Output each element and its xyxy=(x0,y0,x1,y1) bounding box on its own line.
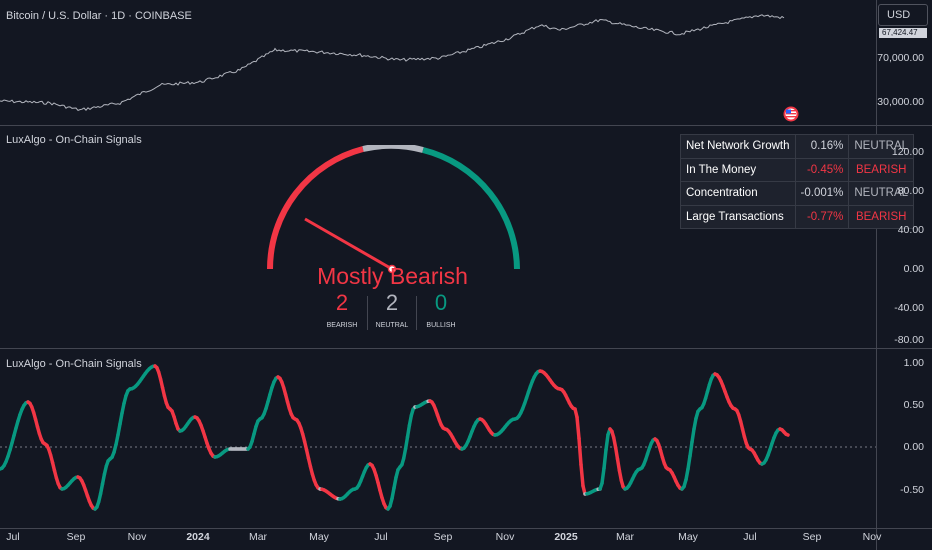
us-flag-icon[interactable] xyxy=(783,106,799,122)
price-axis-label: 30,000.00 xyxy=(877,96,924,108)
oscillator-segment xyxy=(116,422,122,437)
last-price-badge: 67,424.47 xyxy=(879,28,927,38)
oscillator-segment xyxy=(405,423,412,439)
oscillator-segment xyxy=(579,462,585,488)
signal-status: BEARISH xyxy=(848,157,915,182)
signal-status: BEARISH xyxy=(848,204,915,229)
gauge-axis-label: -40.00 xyxy=(894,302,924,314)
signal-name: In The Money xyxy=(680,157,796,182)
oscillator-segment xyxy=(690,427,696,444)
osc-axis-label: 1.00 xyxy=(903,357,924,369)
signal-value: -0.001% xyxy=(794,181,850,206)
signals-table: Net Network Growth 0.16% NEUTRAL In The … xyxy=(680,134,915,229)
oscillator-segment xyxy=(602,447,608,471)
oscillator-title[interactable]: LuxAlgo - On-Chain Signals xyxy=(6,358,142,370)
time-axis-border xyxy=(0,528,932,529)
gauge-axis-label: 0.00 xyxy=(903,263,924,275)
oscillator-segment xyxy=(118,411,124,426)
oscillator-segment xyxy=(615,457,622,473)
oscillator-segment xyxy=(692,416,698,431)
oscillator-segment xyxy=(390,486,396,501)
bearish-count-label: BEARISH xyxy=(326,322,358,329)
gauge-axis-label: 40.00 xyxy=(897,224,924,236)
bearish-count: 2 xyxy=(335,290,349,315)
signal-value: 0.16% xyxy=(794,134,850,159)
gauge-axis-label: -80.00 xyxy=(894,334,924,346)
signal-name: Large Transactions xyxy=(680,204,796,229)
osc-axis-label: 0.00 xyxy=(903,441,924,453)
bullish-count: 0 xyxy=(434,290,448,315)
price-axis-label: 70,000.00 xyxy=(877,52,924,64)
oscillator-segment xyxy=(613,445,620,461)
oscillator-segment xyxy=(604,432,610,452)
oscillator-segment xyxy=(600,466,606,486)
price-line xyxy=(0,14,785,111)
symbol-title[interactable]: Bitcoin / U.S. Dollar · 1D · COINBASE xyxy=(6,10,192,22)
time-axis-label: Jul xyxy=(743,531,757,543)
time-axis-label: Sep xyxy=(802,531,822,543)
time-axis-label: 2025 xyxy=(554,531,578,543)
oscillator-segment xyxy=(784,432,790,437)
time-axis-label: May xyxy=(309,531,329,543)
oscillator-segment xyxy=(688,440,694,458)
table-row: Net Network Growth 0.16% NEUTRAL xyxy=(680,134,915,159)
gauge-bearish-arc xyxy=(267,146,364,270)
neutral-count: 2 xyxy=(385,290,399,315)
indicator-title[interactable]: LuxAlgo - On-Chain Signals xyxy=(6,134,142,146)
time-axis-label: 2024 xyxy=(186,531,210,543)
oscillator-line xyxy=(0,364,790,511)
time-axis-label: Jul xyxy=(6,531,20,543)
time-axis-label: May xyxy=(678,531,698,543)
currency-button[interactable]: USD xyxy=(878,4,928,26)
osc-axis-label: 0.50 xyxy=(903,399,924,411)
oscillator-segment xyxy=(403,435,410,451)
price-scale-border xyxy=(876,0,877,550)
time-axis-label: Sep xyxy=(66,531,86,543)
signal-name: Net Network Growth xyxy=(680,134,796,159)
pane-divider-1[interactable] xyxy=(0,125,932,126)
time-axis-label: Mar xyxy=(615,531,635,543)
time-axis-label: Mar xyxy=(248,531,268,543)
oscillator-segment xyxy=(575,415,581,441)
signal-value: -0.77% xyxy=(794,204,850,229)
bullish-count-label: BULLISH xyxy=(426,322,456,329)
gauge-needle-pivot xyxy=(387,264,397,274)
time-axis-label: Jul xyxy=(374,531,388,543)
oscillator-segment xyxy=(684,467,690,482)
time-axis-label: Nov xyxy=(495,531,515,543)
signal-value: -0.45% xyxy=(794,157,850,182)
gauge-axis-label: 80.00 xyxy=(897,185,924,197)
gauge-label: Mostly Bearish xyxy=(317,263,468,289)
signal-status: NEUTRAL xyxy=(848,134,915,159)
count-separator xyxy=(367,296,368,330)
gauge-neutral-arc xyxy=(362,145,424,153)
oscillator-segment xyxy=(686,454,692,471)
oscillator-chart[interactable] xyxy=(0,349,876,529)
time-axis-label: Nov xyxy=(127,531,147,543)
count-separator xyxy=(416,296,417,330)
osc-axis-label: -0.50 xyxy=(900,484,924,496)
oscillator-segment xyxy=(577,436,583,467)
neutral-count-label: NEUTRAL xyxy=(375,322,409,329)
oscillator-segment xyxy=(392,475,398,490)
sentiment-gauge xyxy=(267,145,520,274)
time-axis-label: Nov xyxy=(862,531,882,543)
gauge-bullish-arc xyxy=(422,147,520,270)
signal-name: Concentration xyxy=(680,181,796,206)
price-chart[interactable] xyxy=(0,0,876,125)
pane-divider-2[interactable] xyxy=(0,348,932,349)
table-row: Concentration -0.001% NEUTRAL xyxy=(680,181,915,206)
gauge-axis-label: 120.00 xyxy=(891,146,924,158)
time-axis-label: Sep xyxy=(433,531,453,543)
table-row: Large Transactions -0.77% BEARISH xyxy=(680,204,915,229)
table-row: In The Money -0.45% BEARISH xyxy=(680,157,915,182)
gauge-needle xyxy=(304,217,393,271)
